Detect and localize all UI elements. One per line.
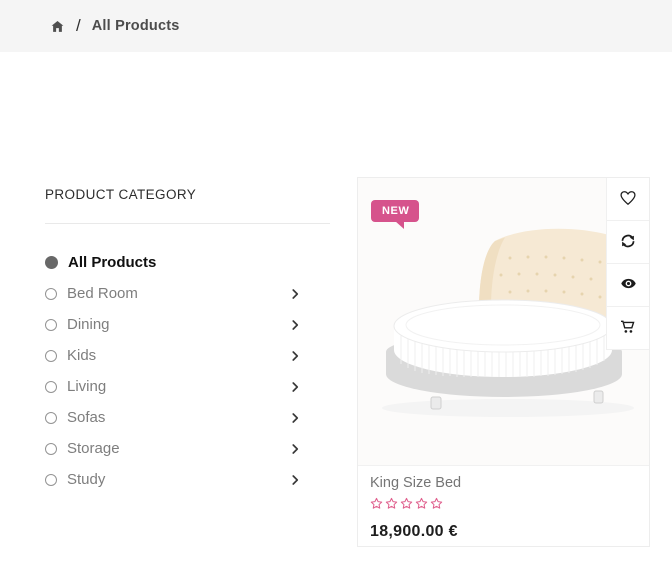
chevron-right-icon: [289, 288, 301, 300]
radio-selected-icon: [45, 256, 58, 269]
rating-stars: [370, 497, 637, 515]
chevron-right-icon: [289, 443, 301, 455]
product-actions: [606, 178, 649, 350]
chevron-right-icon: [289, 381, 301, 393]
product-info: King Size Bed 18,900.00 €: [358, 466, 649, 541]
category-label: Bed Room: [67, 285, 138, 302]
chevron-right-icon: [289, 474, 301, 486]
star-icon: [385, 497, 398, 515]
chevron-right-icon: [289, 412, 301, 424]
sidebar-item-sofas[interactable]: Sofas: [45, 402, 330, 433]
star-icon: [430, 497, 443, 515]
product-category-sidebar: PRODUCT CATEGORY All Products Bed Room D…: [45, 187, 330, 495]
sidebar-item-bed-room[interactable]: Bed Room: [45, 278, 330, 309]
category-label: Living: [67, 378, 107, 395]
category-label: All Products: [68, 254, 157, 271]
radio-icon: [45, 442, 57, 455]
star-icon: [400, 497, 413, 515]
product-image[interactable]: NEW: [358, 178, 649, 466]
sync-icon: [620, 233, 636, 252]
category-label: Storage: [67, 440, 120, 457]
radio-icon: [45, 287, 57, 300]
product-card: NEW: [357, 177, 650, 547]
star-icon: [370, 497, 383, 515]
wishlist-button[interactable]: [606, 178, 649, 221]
sidebar-item-storage[interactable]: Storage: [45, 433, 330, 464]
star-icon: [415, 497, 428, 515]
compare-button[interactable]: [606, 221, 649, 264]
add-to-cart-button[interactable]: [606, 307, 649, 350]
radio-icon: [45, 380, 57, 393]
radio-icon: [45, 318, 57, 331]
sidebar-divider: [45, 223, 330, 224]
home-icon[interactable]: [50, 19, 65, 34]
sidebar-item-living[interactable]: Living: [45, 371, 330, 402]
radio-icon: [45, 411, 57, 424]
heart-icon: [619, 189, 637, 210]
category-label: Study: [67, 471, 106, 488]
breadcrumb-current: All Products: [91, 18, 180, 34]
eye-icon: [620, 275, 637, 295]
product-price: 18,900.00 €: [370, 523, 458, 540]
sidebar-title: PRODUCT CATEGORY: [45, 187, 197, 202]
category-label: Dining: [67, 316, 110, 333]
category-label: Sofas: [67, 409, 106, 426]
cart-icon: [620, 319, 636, 338]
chevron-right-icon: [289, 319, 301, 331]
sidebar-item-dining[interactable]: Dining: [45, 309, 330, 340]
radio-icon: [45, 473, 57, 486]
radio-icon: [45, 349, 57, 362]
new-badge: NEW: [371, 200, 420, 229]
sidebar-item-kids[interactable]: Kids: [45, 340, 330, 371]
product-title[interactable]: King Size Bed: [370, 475, 462, 491]
breadcrumb: / All Products: [0, 0, 672, 52]
sidebar-item-all-products[interactable]: All Products: [45, 247, 330, 278]
breadcrumb-separator: /: [76, 16, 81, 35]
category-list: All Products Bed Room Dining Kids L: [45, 247, 330, 495]
category-label: Kids: [67, 347, 97, 364]
quick-view-button[interactable]: [606, 264, 649, 307]
sidebar-item-study[interactable]: Study: [45, 464, 330, 495]
chevron-right-icon: [289, 350, 301, 362]
